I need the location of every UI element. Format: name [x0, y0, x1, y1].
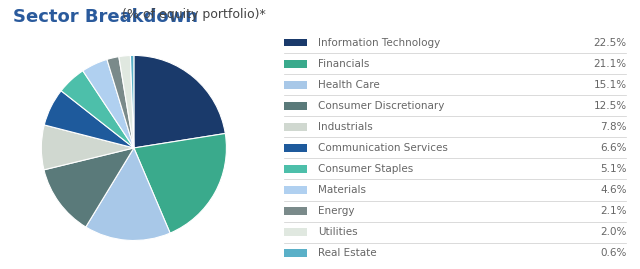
Bar	[284, 144, 307, 152]
Text: 7.8%: 7.8%	[600, 122, 627, 132]
Wedge shape	[44, 148, 134, 227]
Text: Communication Services: Communication Services	[317, 143, 447, 153]
Text: 22.5%: 22.5%	[593, 38, 627, 48]
Text: Financials: Financials	[317, 59, 369, 69]
Wedge shape	[42, 125, 134, 170]
Text: 15.1%: 15.1%	[593, 80, 627, 90]
Wedge shape	[44, 91, 134, 148]
Text: Energy: Energy	[317, 206, 354, 216]
Text: 2.1%: 2.1%	[600, 206, 627, 216]
Wedge shape	[134, 133, 227, 233]
Text: Materials: Materials	[317, 185, 365, 195]
Text: 21.1%: 21.1%	[593, 59, 627, 69]
Wedge shape	[83, 59, 134, 148]
Bar	[284, 123, 307, 131]
Bar	[284, 165, 307, 173]
Bar	[284, 102, 307, 109]
Text: 5.1%: 5.1%	[600, 164, 627, 174]
Wedge shape	[119, 55, 134, 148]
Text: 12.5%: 12.5%	[593, 101, 627, 111]
Bar	[284, 207, 307, 215]
Wedge shape	[131, 55, 134, 148]
Bar	[284, 81, 307, 89]
Text: Sector Breakdown: Sector Breakdown	[13, 8, 198, 26]
Wedge shape	[86, 148, 170, 240]
Text: Consumer Discretionary: Consumer Discretionary	[317, 101, 444, 111]
Text: 6.6%: 6.6%	[600, 143, 627, 153]
Text: Information Technology: Information Technology	[317, 38, 440, 48]
Bar	[284, 186, 307, 194]
Bar	[284, 60, 307, 68]
Text: 0.6%: 0.6%	[600, 248, 627, 258]
Text: 4.6%: 4.6%	[600, 185, 627, 195]
Text: Health Care: Health Care	[317, 80, 380, 90]
Text: Industrials: Industrials	[317, 122, 372, 132]
Text: Real Estate: Real Estate	[317, 248, 376, 258]
Wedge shape	[134, 55, 225, 148]
Wedge shape	[107, 57, 134, 148]
Bar	[284, 39, 307, 47]
Bar	[284, 249, 307, 257]
Text: Utilities: Utilities	[317, 227, 357, 237]
Bar	[284, 228, 307, 236]
Text: (% of equity portfolio)*: (% of equity portfolio)*	[118, 8, 266, 21]
Text: Consumer Staples: Consumer Staples	[317, 164, 413, 174]
Wedge shape	[61, 71, 134, 148]
Text: 2.0%: 2.0%	[600, 227, 627, 237]
